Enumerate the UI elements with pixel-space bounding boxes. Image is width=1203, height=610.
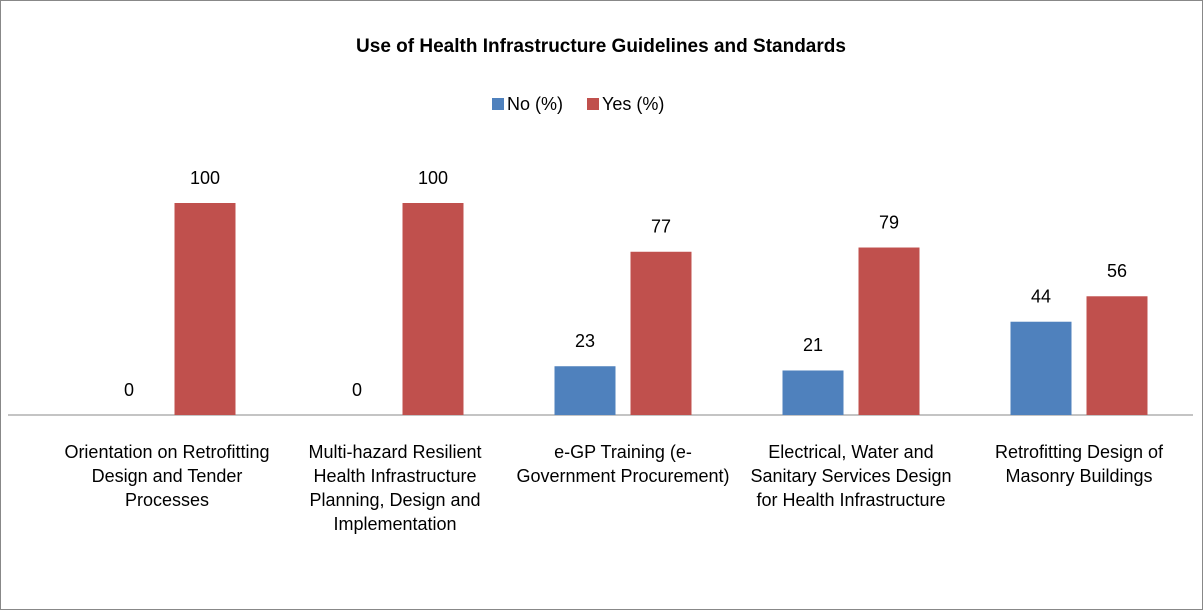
data-label: 21 bbox=[803, 335, 823, 355]
data-label: 0 bbox=[124, 380, 134, 400]
x-tick-label: Electrical, Water and Sanitary Services … bbox=[750, 442, 952, 510]
bar bbox=[630, 251, 692, 415]
data-label: 79 bbox=[879, 212, 899, 232]
bar bbox=[858, 247, 920, 415]
data-label: 100 bbox=[418, 168, 448, 188]
legend-label: No (%) bbox=[507, 94, 563, 114]
data-label: 100 bbox=[190, 168, 220, 188]
legend-label: Yes (%) bbox=[602, 94, 664, 114]
bar bbox=[1010, 321, 1072, 415]
data-label: 0 bbox=[352, 380, 362, 400]
x-tick-label: Multi-hazard Resilient Health Infrastruc… bbox=[308, 442, 482, 534]
bar bbox=[402, 203, 464, 415]
data-label: 56 bbox=[1107, 261, 1127, 281]
legend-swatch bbox=[492, 98, 504, 110]
chart-title: Use of Health Infrastructure Guidelines … bbox=[356, 36, 846, 57]
bar bbox=[554, 366, 616, 415]
x-tick-label: e-GP Training (e-Government Procurement) bbox=[516, 442, 730, 486]
x-tick-label: Orientation on Retrofitting Design and T… bbox=[64, 442, 270, 510]
bar bbox=[1086, 296, 1148, 415]
data-label: 23 bbox=[575, 331, 595, 351]
data-label: 44 bbox=[1031, 286, 1051, 306]
bar bbox=[782, 370, 844, 415]
data-label: 77 bbox=[651, 217, 671, 237]
x-tick-label: Retrofitting Design of Masonry Buildings bbox=[994, 442, 1164, 486]
bar bbox=[174, 203, 236, 415]
legend-swatch bbox=[587, 98, 599, 110]
